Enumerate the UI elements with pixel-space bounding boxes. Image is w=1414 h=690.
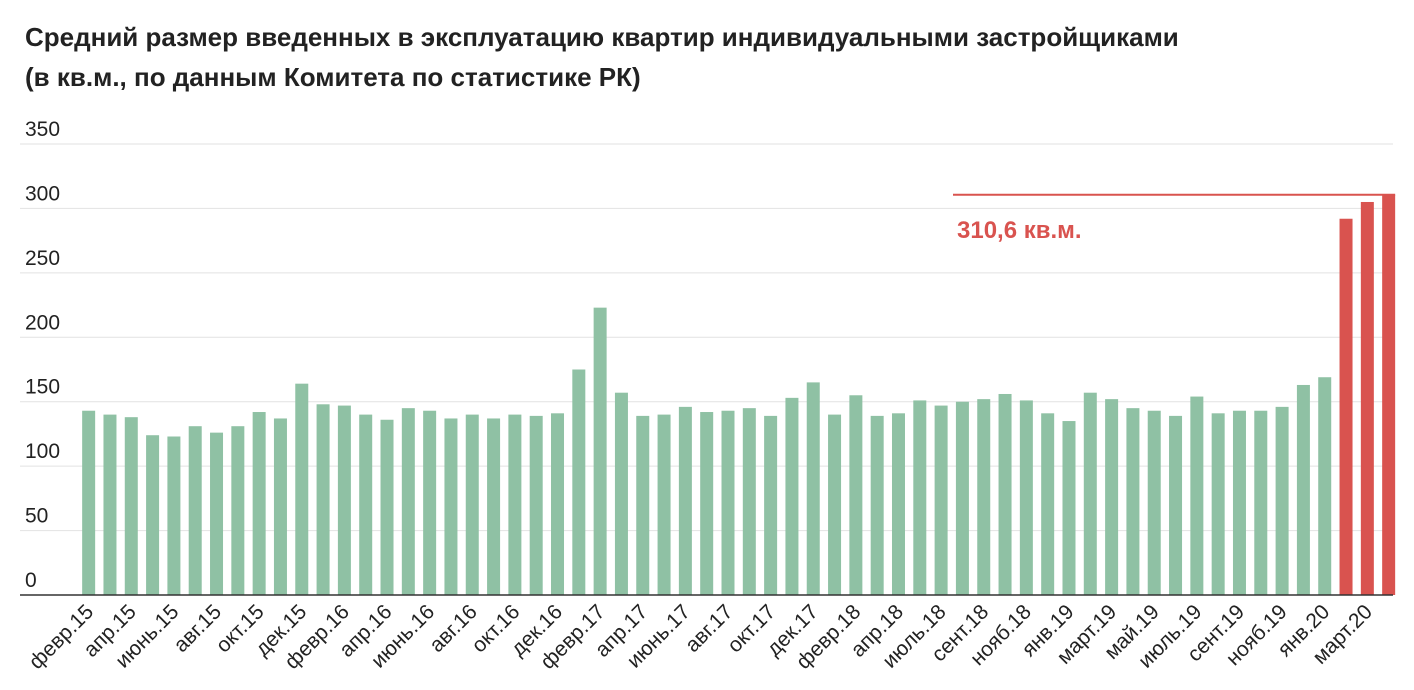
y-tick-label: 250: [25, 247, 60, 270]
bar: [124, 417, 138, 595]
x-tick-label: авг.16: [425, 600, 482, 657]
x-tick-label: авг.17: [681, 600, 738, 657]
bar: [1105, 399, 1119, 595]
bar: [359, 414, 373, 595]
bar: [700, 412, 714, 595]
bar: [891, 413, 905, 595]
bar: [316, 404, 330, 595]
x-tick-label: авг.15: [169, 600, 226, 657]
bar: [1254, 410, 1268, 595]
y-tick-label: 350: [25, 118, 60, 141]
bar: [955, 401, 969, 595]
bar: [572, 369, 586, 595]
bar: [1318, 377, 1332, 595]
bar: [1062, 421, 1076, 595]
bar: [1382, 194, 1396, 595]
bar: [273, 418, 287, 595]
bar: [252, 412, 266, 595]
bar: [721, 410, 735, 595]
y-tick-label: 50: [25, 505, 48, 528]
bar: [636, 415, 650, 595]
bar: [1360, 201, 1374, 595]
bar: [508, 414, 522, 595]
bar: [614, 392, 628, 595]
bar: [764, 415, 778, 595]
bar: [551, 413, 565, 595]
bar: [423, 410, 437, 595]
bar: [806, 382, 820, 595]
bar: [210, 432, 224, 595]
bar: [295, 383, 309, 595]
bar: [380, 419, 394, 595]
bar: [529, 415, 543, 595]
bar: [977, 399, 991, 595]
bar: [1083, 392, 1097, 595]
bar: [444, 418, 458, 595]
bar: [828, 414, 842, 595]
bar: [1147, 410, 1161, 595]
bar: [1190, 396, 1204, 595]
bar: [1041, 413, 1055, 595]
annotation-label: 310,6 кв.м.: [957, 217, 1082, 244]
chart-title: Средний размер введенных в эксплуатацию …: [25, 22, 1179, 52]
bar: [188, 426, 202, 595]
y-tick-label: 0: [25, 569, 37, 592]
y-tick-label: 200: [25, 311, 60, 334]
bar: [913, 400, 927, 595]
bar: [1126, 408, 1140, 595]
bar: [337, 405, 351, 595]
bar: [785, 397, 799, 595]
bar: [1211, 413, 1225, 595]
bar: [1296, 384, 1310, 595]
chart-subtitle: (в кв.м., по данным Комитета по статисти…: [25, 62, 641, 92]
bar: [146, 435, 160, 595]
bar: [1339, 218, 1353, 596]
bar: [593, 307, 607, 595]
bar: [870, 415, 884, 595]
bar: [657, 414, 671, 595]
y-tick-label: 300: [25, 182, 60, 205]
bar: [849, 395, 863, 595]
bar: [742, 408, 756, 595]
bar: [487, 418, 501, 595]
bar: [678, 406, 692, 595]
y-tick-label: 150: [25, 376, 60, 399]
bar: [465, 414, 479, 595]
bar: [998, 393, 1012, 595]
bar: [167, 436, 181, 595]
y-tick-label: 100: [25, 440, 60, 463]
bar: [1232, 410, 1246, 595]
bar: [1275, 406, 1289, 595]
bar: [401, 408, 415, 595]
bar: [103, 414, 117, 595]
bar: [1169, 415, 1183, 595]
bar: [82, 410, 96, 595]
bar: [1019, 400, 1033, 595]
bar: [934, 405, 948, 595]
bar: [231, 426, 245, 595]
